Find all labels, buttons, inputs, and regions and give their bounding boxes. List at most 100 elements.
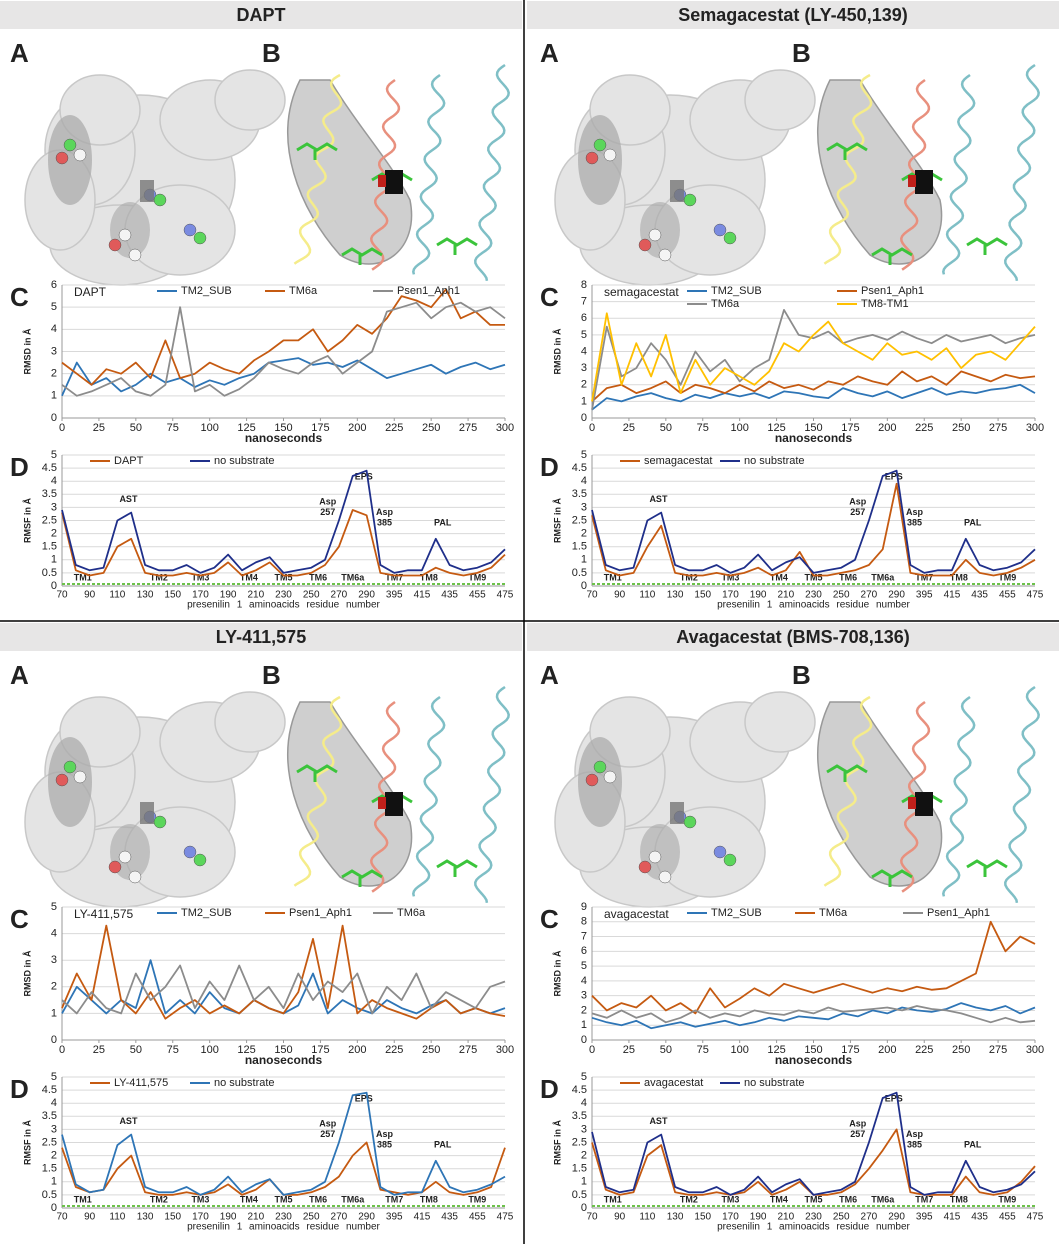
segment-label: TM2 — [150, 572, 168, 582]
y-tick-label: 1.5 — [42, 541, 57, 553]
x-tick-label: 150 — [164, 590, 181, 601]
y-axis-title: RMSF in Å — [22, 498, 32, 543]
ribbon-view — [287, 63, 510, 282]
series-line — [591, 469, 1036, 574]
x-axis-title: nanoseconds — [245, 1053, 323, 1067]
peak-annotation: Asp — [319, 1119, 337, 1129]
series-line — [591, 920, 1036, 1015]
x-tick-label: 50 — [660, 1044, 672, 1056]
x-tick-label: 90 — [84, 590, 96, 601]
y-tick-label: 2.5 — [572, 514, 587, 526]
surface-view — [24, 69, 286, 286]
x-tick-label: 250 — [303, 590, 320, 601]
legend-label: LY-411,575 — [114, 1077, 168, 1089]
y-tick-label: 4 — [51, 475, 57, 487]
panel-letter: A — [10, 660, 29, 690]
chart-label: LY-411,575 — [74, 907, 133, 921]
y-tick-label: 4 — [51, 1097, 57, 1109]
legend-label: no substrate — [214, 455, 275, 467]
ligand-atom — [713, 223, 727, 237]
legend-label: TM6a — [289, 285, 318, 297]
peak-annotation: 257 — [320, 1129, 335, 1139]
segment-label: TM6 — [839, 572, 857, 582]
x-tick-label: 230 — [805, 1212, 822, 1223]
y-tick-label: 0 — [581, 1202, 587, 1214]
active-site — [378, 175, 386, 187]
protein-surface — [744, 69, 816, 131]
x-tick-label: 200 — [878, 422, 896, 434]
panel-letter: B — [792, 38, 811, 68]
panel-letter: A — [540, 38, 559, 68]
x-tick-label: 125 — [237, 1044, 255, 1056]
panel-label: C — [540, 904, 559, 934]
peak-annotation: Asp — [849, 497, 867, 507]
ligand-atom — [193, 231, 207, 245]
active-site — [670, 180, 684, 202]
series-line — [591, 1002, 1036, 1030]
segment-label: TM4 — [240, 1194, 258, 1204]
x-tick-label: 395 — [386, 590, 403, 601]
segment-label: TM6 — [309, 1194, 327, 1204]
y-tick-label: 4.5 — [572, 462, 587, 474]
x-tick-label: 130 — [667, 590, 684, 601]
x-tick-label: 190 — [750, 590, 767, 601]
panel-label: C — [10, 904, 29, 934]
series-line — [591, 370, 1036, 403]
panel-header — [527, 1, 1059, 29]
ligand-atom — [603, 770, 617, 784]
ribbon-view — [817, 685, 1040, 904]
x-tick-label: 270 — [331, 590, 348, 601]
x-tick-label: 250 — [303, 1212, 320, 1223]
ligand-atom — [193, 853, 207, 867]
ligand-stick — [966, 859, 1008, 877]
segment-label: TM6 — [309, 572, 327, 582]
x-tick-label: 455 — [999, 590, 1016, 601]
x-tick-label: 125 — [767, 422, 785, 434]
legend-label: no substrate — [744, 1077, 805, 1089]
helix — [942, 695, 976, 897]
segment-label: TM4 — [770, 572, 788, 582]
ligand-atom — [585, 773, 599, 787]
x-tick-label: 150 — [694, 1212, 711, 1223]
panel-title: Semagacestat (LY-450,139) — [678, 5, 907, 25]
y-tick-label: 3.5 — [572, 1110, 587, 1122]
x-tick-label: 230 — [275, 590, 292, 601]
ligand-stick — [296, 142, 338, 160]
surface-view — [554, 69, 816, 286]
ligand-atom — [585, 151, 599, 165]
channel-surface — [817, 701, 943, 887]
y-tick-label: 1 — [581, 1019, 587, 1031]
active-site — [385, 170, 403, 194]
peak-annotation: Asp — [319, 497, 337, 507]
x-tick-label: 150 — [694, 590, 711, 601]
segment-label: TM8 — [950, 1194, 968, 1204]
series-line — [61, 469, 506, 574]
y-tick-label: 6 — [51, 279, 57, 291]
x-tick-label: 50 — [660, 422, 672, 434]
y-tick-label: 3 — [581, 990, 587, 1002]
x-tick-label: 170 — [192, 590, 209, 601]
ligand-atom — [593, 138, 607, 152]
ligand-atom — [648, 228, 662, 242]
x-tick-label: 0 — [589, 422, 595, 434]
protein-surface — [214, 691, 286, 753]
segment-label: TM4 — [770, 1194, 788, 1204]
y-tick-label: 0 — [581, 1034, 587, 1046]
x-tick-label: 250 — [422, 422, 440, 434]
y-tick-label: 8 — [581, 279, 587, 291]
y-tick-label: 1 — [51, 390, 57, 402]
x-tick-label: 70 — [586, 590, 598, 601]
y-tick-label: 2 — [51, 528, 57, 540]
ligand-stick — [436, 237, 478, 255]
y-tick-label: 1 — [581, 395, 587, 407]
legend-label: Psen1_Aph1 — [289, 907, 352, 919]
peak-annotation: Asp — [906, 507, 924, 517]
y-tick-label: 2.5 — [42, 514, 57, 526]
panel-letter: B — [262, 660, 281, 690]
x-tick-label: 0 — [59, 422, 65, 434]
y-tick-label: 0 — [51, 580, 57, 592]
active-site — [140, 802, 154, 824]
x-tick-label: 200 — [878, 1044, 896, 1056]
y-tick-label: 5 — [581, 960, 587, 972]
surface-view — [554, 691, 816, 908]
